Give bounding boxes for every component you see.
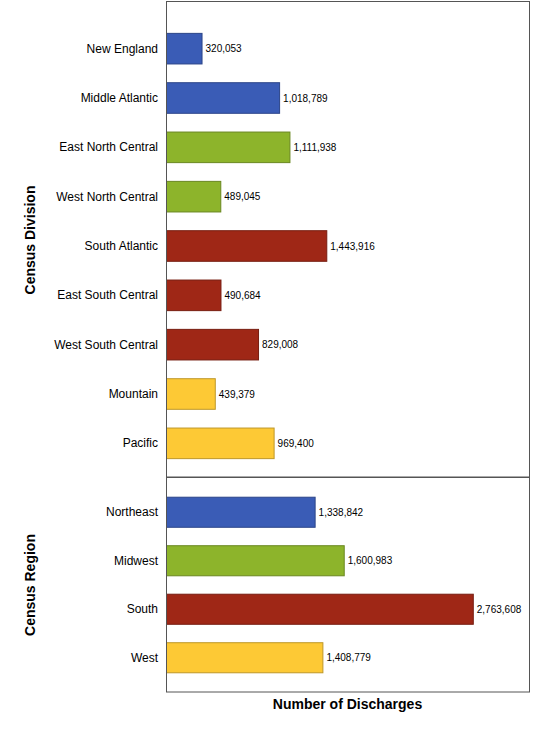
data-label: 1,408,779	[326, 652, 371, 663]
bar	[167, 329, 259, 360]
axis-title: Number of Discharges	[273, 696, 423, 712]
bar	[167, 428, 275, 459]
category-label: Middle Atlantic	[81, 91, 158, 105]
bar	[167, 379, 216, 410]
data-label: 320,053	[206, 43, 243, 54]
plot-frame	[167, 2, 530, 478]
category-label: Northeast	[106, 505, 159, 519]
category-label: Pacific	[123, 436, 158, 450]
data-label: 1,600,983	[348, 555, 393, 566]
data-label: 1,338,842	[319, 507, 364, 518]
bars	[167, 497, 474, 673]
data-label: 489,045	[224, 191, 261, 202]
data-label: 1,443,916	[330, 241, 375, 252]
data-label: 439,379	[219, 389, 256, 400]
bar	[167, 83, 280, 114]
bar	[167, 132, 290, 163]
category-label: South	[127, 602, 158, 616]
data-label: 2,763,608	[477, 604, 522, 615]
category-label: East North Central	[59, 140, 158, 154]
data-label: 490,684	[224, 290, 261, 301]
category-label: Mountain	[109, 387, 158, 401]
category-label: West	[131, 651, 159, 665]
bar	[167, 546, 345, 576]
axis-title: Census Division	[22, 186, 38, 295]
bar	[167, 280, 221, 311]
category-label: New England	[87, 42, 158, 56]
category-label: West North Central	[56, 190, 158, 204]
bar	[167, 497, 316, 527]
chart-canvas: New England 320,053 Middle Atlantic 1,018,7…	[0, 0, 547, 730]
category-label: East South Central	[57, 288, 158, 302]
data-label: 829,008	[262, 339, 299, 350]
category-label: South Atlantic	[85, 239, 158, 253]
category-label: West South Central	[54, 338, 158, 352]
bar	[167, 643, 323, 673]
bar	[167, 33, 203, 64]
bar	[167, 594, 474, 624]
axis-title: Census Region	[22, 534, 38, 636]
data-label: 969,400	[278, 438, 315, 449]
data-label: 1,018,789	[283, 93, 328, 104]
bar	[167, 181, 221, 212]
category-label: Midwest	[114, 554, 159, 568]
bar	[167, 231, 327, 262]
data-label: 1,111,938	[293, 142, 336, 153]
plot-frame	[167, 478, 530, 693]
